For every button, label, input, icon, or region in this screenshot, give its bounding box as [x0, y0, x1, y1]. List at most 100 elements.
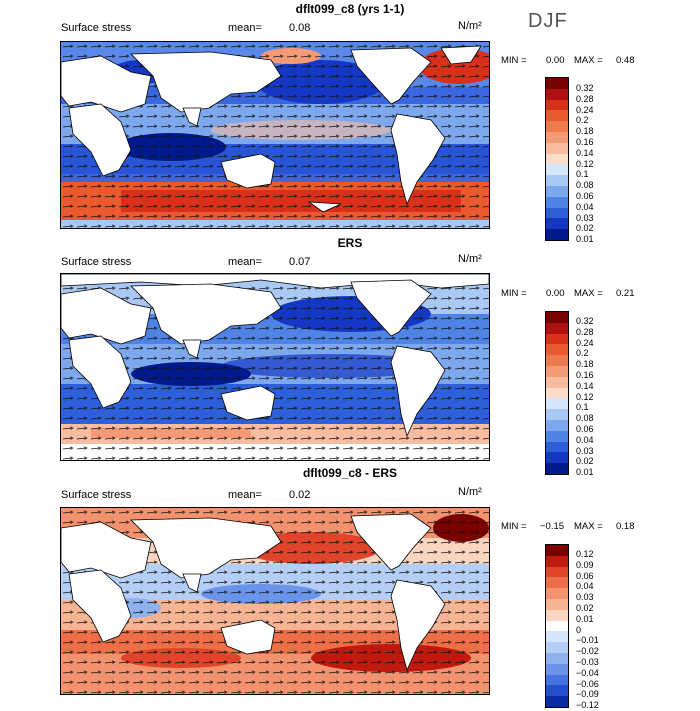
colorbar-tick-label: 0.1: [576, 402, 589, 413]
colorbar-swatch: [546, 663, 568, 675]
colorbar-tick-label: 0.04: [576, 201, 594, 212]
colorbar-swatch: [546, 409, 568, 420]
colorbar-swatch: [546, 110, 568, 122]
colorbar-swatch: [546, 620, 568, 632]
colorbar-swatch: [546, 153, 568, 165]
panel-2-max-value: 0.21: [616, 288, 635, 299]
colorbar-swatch: [546, 555, 568, 567]
colorbar-tick-label: 0.24: [576, 337, 594, 348]
colorbar-tick-label: 0.02: [576, 456, 594, 467]
colorbar-swatch: [546, 387, 568, 399]
colorbar-tick-label: 0.06: [576, 190, 594, 201]
colorbar-swatch: [546, 566, 568, 578]
colorbar-tick-label: −0.06: [576, 678, 599, 689]
panel-3-max-label: MAX =: [574, 521, 603, 532]
panel-3-title: dflt099_c8 - ERS: [302, 466, 398, 480]
colorbar-tick-label: 0.28: [576, 93, 594, 104]
panel-1-max-value: 0.48: [616, 55, 635, 66]
colorbar-tick-label: 0.03: [576, 592, 594, 603]
panel-2-colorbar-labels: 0.32 0.28 0.24 0.2 0.18 0.16 0.14 0.12 0.1 0.08 0.…: [576, 316, 594, 478]
colorbar-swatch: [546, 452, 568, 464]
colorbar-tick-label: 0.02: [576, 602, 594, 613]
panel-1-min-value: 0.00: [546, 55, 565, 66]
panel-2-title: ERS: [337, 236, 363, 250]
panel-3-map-svg: [61, 508, 489, 694]
colorbar-tick-label: 0.01: [576, 467, 594, 478]
colorbar-tick-label: 0.02: [576, 223, 594, 234]
panel-3-colorbar-labels: 0.12 0.09 0.06 0.04 0.03 0.02 0.01 0 −0.01 −0.02−…: [576, 549, 599, 711]
colorbar-swatch: [546, 207, 568, 219]
colorbar-swatch: [546, 642, 568, 653]
colorbar-swatch: [546, 78, 568, 89]
panel-2-map: [60, 273, 490, 461]
colorbar-swatch: [546, 430, 568, 442]
colorbar-swatch: [546, 355, 568, 366]
panel-1-mean-value: 0.08: [289, 22, 311, 34]
panel-3-max-value: 0.18: [616, 521, 635, 532]
colorbar-tick-label: 0.01: [576, 234, 594, 245]
panel-2-colorbar: [545, 311, 569, 475]
panel-2-units: N/m²: [458, 253, 482, 265]
colorbar-tick-label: −0.12: [576, 700, 599, 711]
panel-3-units: N/m²: [458, 486, 482, 498]
panel-3-mean-label: mean=: [228, 489, 262, 501]
panel-1-map-svg: [61, 42, 489, 228]
panel-3-variable: Surface stress: [61, 489, 132, 501]
colorbar-swatch: [546, 685, 568, 697]
colorbar-tick-label: 0.16: [576, 136, 594, 147]
colorbar-tick-label: −0.09: [576, 689, 599, 700]
colorbar-tick-label: 0.2: [576, 115, 589, 126]
panel-2-map-svg: [61, 274, 489, 460]
panel-2-min-value: 0.00: [546, 288, 565, 299]
colorbar-tick-label: 0.01: [576, 613, 594, 624]
colorbar-tick-label: 0.08: [576, 413, 594, 424]
colorbar-tick-label: 0.03: [576, 445, 594, 456]
colorbar-swatch: [546, 652, 568, 664]
colorbar-swatch: [546, 398, 568, 410]
colorbar-tick-label: 0.18: [576, 126, 594, 137]
colorbar-tick-label: 0.18: [576, 359, 594, 370]
colorbar-swatch: [546, 333, 568, 345]
panel-3-min-value: −0.15: [540, 521, 565, 532]
colorbar-swatch: [546, 142, 568, 154]
panel-1-variable: Surface stress: [61, 22, 132, 34]
colorbar-swatch: [546, 674, 568, 686]
colorbar-swatch: [546, 322, 568, 334]
colorbar-tick-label: 0.06: [576, 423, 594, 434]
colorbar-tick-label: 0.14: [576, 147, 594, 158]
colorbar-swatch: [546, 609, 568, 621]
colorbar-swatch: [546, 185, 568, 197]
panel-3-colorbar: [545, 544, 569, 708]
colorbar-swatch: [546, 631, 568, 643]
colorbar-swatch: [546, 545, 568, 556]
panel-3-min-label: MIN =: [501, 521, 527, 532]
colorbar-tick-label: −0.02: [576, 646, 599, 657]
colorbar-tick-label: 0.03: [576, 212, 594, 223]
panel-1-colorbar-labels: 0.32 0.28 0.24 0.2 0.18 0.16 0.14 0.12 0.1 0.08 0.…: [576, 83, 594, 245]
colorbar-swatch: [546, 441, 568, 453]
colorbar-swatch: [546, 196, 568, 208]
colorbar-tick-label: −0.01: [576, 635, 599, 646]
colorbar-swatch: [546, 218, 568, 230]
colorbar-swatch: [546, 229, 568, 240]
colorbar-tick-label: 0.32: [576, 316, 594, 326]
panel-3-mean-value: 0.02: [289, 489, 311, 501]
colorbar-swatch: [546, 88, 568, 100]
colorbar-swatch: [546, 344, 568, 356]
colorbar-tick-label: 0.28: [576, 326, 594, 337]
panel-3-map: [60, 507, 490, 695]
colorbar-tick-label: 0.24: [576, 104, 594, 115]
colorbar-swatch: [546, 419, 568, 431]
colorbar-swatch: [546, 99, 568, 111]
colorbar-tick-label: 0.16: [576, 369, 594, 380]
colorbar-tick-label: 0.09: [576, 559, 594, 570]
colorbar-tick-label: 0.08: [576, 180, 594, 191]
panel-1-map: [60, 41, 490, 229]
colorbar-swatch: [546, 696, 568, 707]
panel-2-min-label: MIN =: [501, 288, 527, 299]
colorbar-tick-label: 0.12: [576, 549, 594, 559]
colorbar-swatch: [546, 121, 568, 132]
colorbar-swatch: [546, 175, 568, 186]
colorbar-tick-label: 0.14: [576, 380, 594, 391]
panel-1-max-label: MAX =: [574, 55, 603, 66]
